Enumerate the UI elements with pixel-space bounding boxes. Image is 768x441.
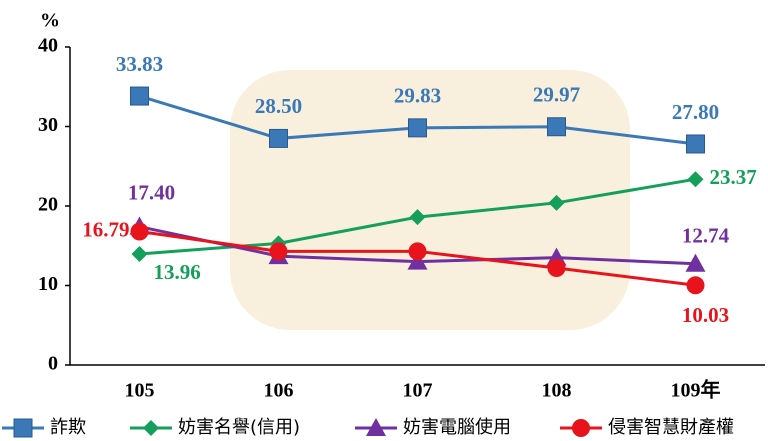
x-tick-label: 107 xyxy=(403,380,433,402)
data-point xyxy=(408,118,427,138)
data-point xyxy=(130,86,149,106)
x-tick-label: 109年 xyxy=(671,378,721,402)
data-label: 13.96 xyxy=(154,260,201,284)
data-label: 33.83 xyxy=(116,52,163,76)
y-tick-label: 20 xyxy=(38,194,58,216)
data-point xyxy=(130,222,149,241)
y-tick-label: 0 xyxy=(48,353,58,375)
data-point xyxy=(409,209,426,226)
data-label: 29.83 xyxy=(394,84,441,108)
legend-marker xyxy=(143,420,159,436)
legend-label: 妨害名譽(信用) xyxy=(178,417,300,438)
x-tick-label: 108 xyxy=(542,380,572,402)
y-tick-label: 30 xyxy=(38,114,58,136)
data-label: 28.50 xyxy=(255,94,302,118)
legend-label: 詐欺 xyxy=(50,417,86,438)
data-point xyxy=(547,259,566,278)
data-label: 29.97 xyxy=(533,83,580,107)
data-label: 27.80 xyxy=(672,100,719,124)
data-point xyxy=(269,128,288,148)
data-point xyxy=(407,251,428,270)
data-point xyxy=(685,253,706,272)
x-tick-label: 105 xyxy=(125,380,155,402)
data-point xyxy=(548,194,565,211)
x-tick-label: 106 xyxy=(264,380,294,402)
data-point xyxy=(131,246,148,263)
y-tick-label: 40 xyxy=(38,35,58,57)
y-tick-label: 10 xyxy=(38,273,58,295)
data-point xyxy=(547,117,566,137)
data-label: 23.37 xyxy=(710,165,757,189)
legend-marker xyxy=(572,419,590,437)
data-point xyxy=(687,171,704,188)
data-label: 17.40 xyxy=(128,180,175,204)
legend-marker xyxy=(13,418,33,438)
y-axis-unit: % xyxy=(40,10,60,32)
data-label: 12.74 xyxy=(682,224,730,248)
data-label: 10.03 xyxy=(682,303,729,327)
legend-marker xyxy=(366,418,386,436)
data-point xyxy=(686,276,705,295)
data-point xyxy=(408,242,427,261)
data-label: 16.79 xyxy=(82,217,129,241)
legend-label: 妨害電腦使用 xyxy=(403,417,511,438)
data-point xyxy=(686,134,705,154)
legend-label: 侵害智慧財產權 xyxy=(608,417,734,438)
data-point xyxy=(269,242,288,261)
